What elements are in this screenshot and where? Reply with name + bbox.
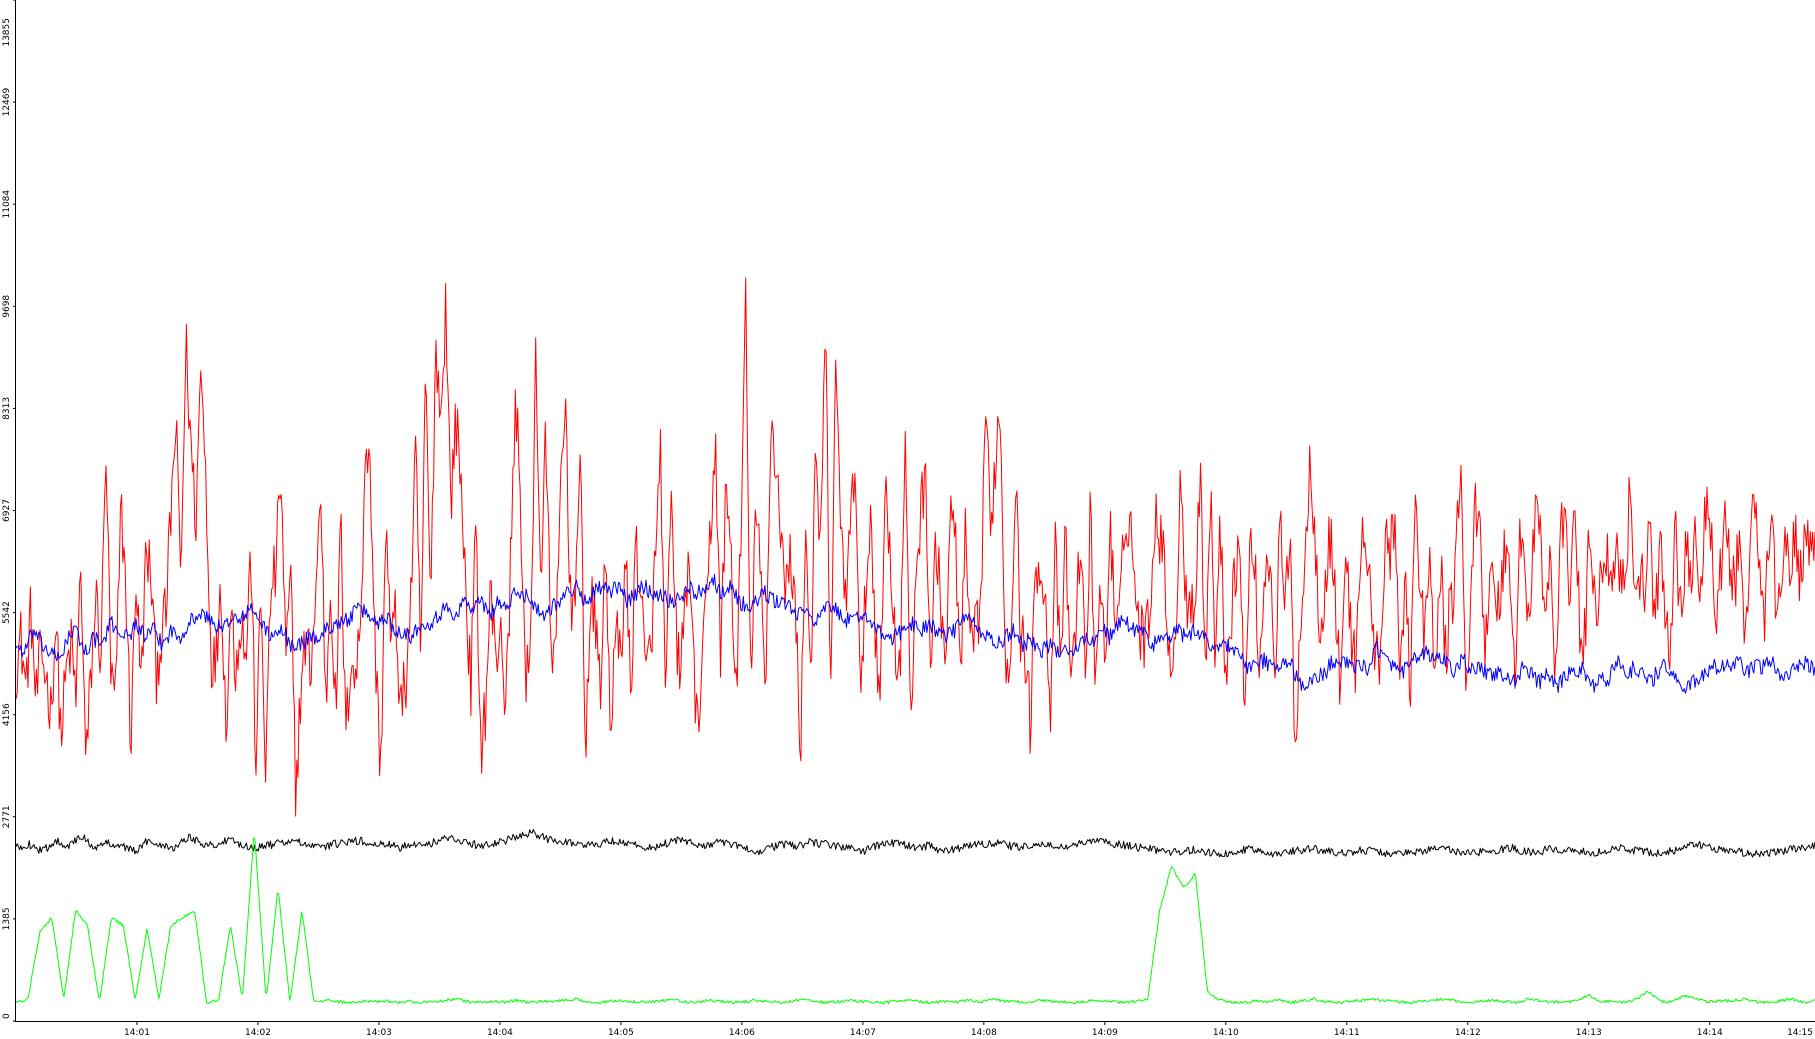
x-tick-label: 14:06 bbox=[729, 1028, 755, 1038]
y-tick-label: 8313 bbox=[2, 397, 12, 420]
x-tick-label: 14:01 bbox=[124, 1028, 150, 1038]
y-tick-label: 1385 bbox=[2, 907, 12, 930]
y-tick-label: 11084 bbox=[2, 190, 12, 219]
series-layer bbox=[15, 277, 1815, 1005]
x-tick-label: 14:11 bbox=[1334, 1028, 1360, 1038]
series-line-1 bbox=[15, 573, 1815, 694]
x-ticks: 14:01 14:02 14:03 14:04 14:05 14:06 14:07 14:08… bbox=[124, 1021, 1813, 1038]
y-ticks: 0 1385 2771 4156 5542 6927 8313 9698 11084 12469 1… bbox=[2, 0, 16, 1022]
x-tick-label: 14:04 bbox=[487, 1028, 513, 1038]
y-tick-label: 2771 bbox=[2, 805, 12, 828]
y-tick-label: 13855 bbox=[2, 18, 12, 47]
x-tick-label: 14:13 bbox=[1576, 1028, 1602, 1038]
x-tick-label: 14:03 bbox=[366, 1028, 392, 1038]
y-tick-label: 5542 bbox=[2, 601, 12, 624]
x-tick-label: 14:14 bbox=[1697, 1028, 1723, 1038]
x-tick-label: 14:09 bbox=[1092, 1028, 1118, 1038]
x-tick-label: 14:02 bbox=[245, 1028, 271, 1038]
y-tick-label: 9698 bbox=[2, 295, 12, 318]
y-tick-label: 12469 bbox=[2, 88, 12, 117]
x-tick-label: 14:12 bbox=[1455, 1028, 1481, 1038]
x-tick-label: 14:05 bbox=[608, 1028, 634, 1038]
y-tick-label: 4156 bbox=[2, 703, 12, 726]
x-tick-label: 14:07 bbox=[850, 1028, 876, 1038]
x-tick-label: 14:10 bbox=[1213, 1028, 1239, 1038]
axes bbox=[15, 0, 1815, 1022]
series-line-3 bbox=[15, 837, 1815, 1005]
x-tick-label: 14:15 bbox=[1787, 1028, 1813, 1038]
x-tick-label: 14:08 bbox=[971, 1028, 997, 1038]
series-line-0 bbox=[15, 277, 1815, 817]
y-tick-label: 6927 bbox=[2, 499, 12, 522]
series-line-2 bbox=[15, 829, 1815, 858]
y-tick-label: 0 bbox=[2, 1013, 12, 1019]
